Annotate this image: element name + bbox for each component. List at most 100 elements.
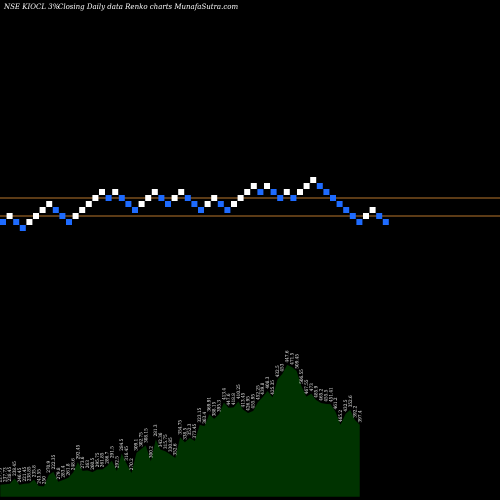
- price-label: 309.1: [134, 438, 139, 450]
- renko-brick-down: [125, 201, 132, 207]
- price-labels: 227.73 237.73 238.45 238.45 246.45 221.45 238.…: [0, 350, 363, 484]
- price-label: 465.2: [338, 410, 343, 422]
- renko-brick-down: [323, 189, 330, 195]
- price-label: 302.75: [139, 432, 144, 447]
- price-label: 281.3: [153, 424, 158, 436]
- renko-brick-down: [165, 201, 171, 207]
- renko-brick-down: [330, 195, 336, 201]
- price-label: 283.4: [61, 465, 66, 477]
- chart-caption: Closing Daily data Renko charts MunafaSu…: [58, 3, 238, 11]
- renko-brick-up: [204, 201, 211, 207]
- price-label: 246.45: [17, 467, 22, 482]
- renko-brick-down: [0, 219, 6, 225]
- renko-brick-up: [99, 189, 105, 195]
- price-label: 432.5: [343, 399, 348, 411]
- renko-brick-up: [145, 195, 152, 201]
- price-label: 354.75: [178, 420, 183, 435]
- renko-brick-up: [369, 207, 376, 213]
- renko-brick-up: [26, 219, 33, 225]
- renko-brick-up: [211, 195, 218, 201]
- price-label: 222.35: [51, 454, 56, 469]
- renko-brick-down: [224, 207, 231, 213]
- price-label: 373.45: [192, 424, 197, 439]
- renko-brick-up: [231, 201, 237, 207]
- renko-brick-down: [59, 213, 66, 219]
- renko-bricks: [0, 177, 389, 231]
- price-label: 342.36: [158, 432, 163, 447]
- price-area: [0, 364, 361, 498]
- price-label: 237.73: [2, 467, 7, 482]
- price-label: 455.5: [323, 389, 328, 401]
- renko-brick-up: [171, 195, 178, 201]
- price-label: 235.8: [32, 465, 37, 477]
- price-label: 395.3: [216, 400, 221, 412]
- renko-brick-down: [217, 201, 224, 207]
- price-label: 369.91: [207, 397, 212, 412]
- renko-brick-down: [184, 195, 191, 201]
- price-label: 461.2: [333, 397, 338, 409]
- renko-brick-up: [39, 207, 46, 213]
- price-label: 243.55: [36, 469, 41, 484]
- price-label: 238.45: [7, 467, 12, 482]
- renko-brick-up: [310, 177, 317, 183]
- price-label: 418.8: [231, 393, 236, 405]
- price-label: 300.2: [148, 446, 153, 458]
- renko-brick-down: [349, 213, 356, 219]
- renko-brick-up: [6, 213, 13, 219]
- price-label: 238.45: [12, 461, 17, 476]
- renko-brick-up: [297, 189, 303, 195]
- price-label: 452.25: [255, 385, 260, 400]
- renko-brick-up: [33, 213, 39, 219]
- price-label: 250: [41, 476, 46, 484]
- price-label: 227.73: [0, 467, 3, 482]
- price-label: 315.75: [163, 434, 168, 449]
- price-label: 270.2: [129, 458, 134, 470]
- renko-brick-down: [19, 225, 26, 231]
- renko-brick-up: [46, 201, 53, 207]
- reference-lines: [0, 197, 500, 217]
- renko-brick-up: [250, 183, 257, 189]
- renko-brick-up: [363, 213, 369, 219]
- price-label: 308.15: [143, 428, 148, 443]
- renko-brick-down: [105, 195, 112, 201]
- renko-brick-down: [382, 219, 389, 225]
- renko-brick-down: [277, 195, 284, 201]
- renko-brick-down: [52, 207, 59, 213]
- price-label: 447.6: [285, 350, 290, 362]
- price-label: 238.85: [27, 466, 32, 481]
- renko-brick-up: [85, 201, 92, 207]
- price-label: 292.45: [75, 444, 80, 459]
- price-label: 426.95: [246, 396, 251, 411]
- renko-brick-down: [376, 213, 383, 219]
- price-label: 260.5: [90, 457, 95, 469]
- price-label: 392.2: [353, 405, 358, 417]
- price-label: 352.6: [348, 395, 353, 407]
- renko-brick-down: [343, 207, 350, 213]
- renko-brick-up: [138, 201, 145, 207]
- price-label: 455.95: [251, 394, 256, 409]
- price-label: 413.4: [221, 388, 226, 400]
- price-label: 352.6: [173, 443, 178, 455]
- renko-brick-up: [92, 195, 99, 201]
- price-label: 451.41: [328, 387, 333, 402]
- price-label: 425.35: [270, 380, 275, 395]
- price-label: 221.45: [22, 467, 27, 482]
- renko-brick-up: [178, 189, 185, 195]
- renko-brick-up: [112, 189, 119, 195]
- price-label: 261.8: [66, 463, 71, 475]
- price-label: 292.5: [114, 456, 119, 468]
- price-label: 388.15: [212, 401, 217, 416]
- price-label: 471.5: [289, 352, 294, 364]
- renko-brick-down: [198, 207, 204, 213]
- price-label: 432.5: [275, 365, 280, 377]
- price-label: 291.5: [109, 446, 114, 458]
- price-label: 338.5: [182, 427, 187, 439]
- price-label: 485.9: [314, 385, 319, 397]
- price-label: 273.6: [80, 456, 85, 468]
- renko-brick-up: [79, 207, 86, 213]
- renko-brick-up: [151, 189, 158, 195]
- renko-brick-up: [72, 213, 79, 219]
- price-label: 473: [309, 383, 314, 391]
- price-label: 410.25: [236, 384, 241, 399]
